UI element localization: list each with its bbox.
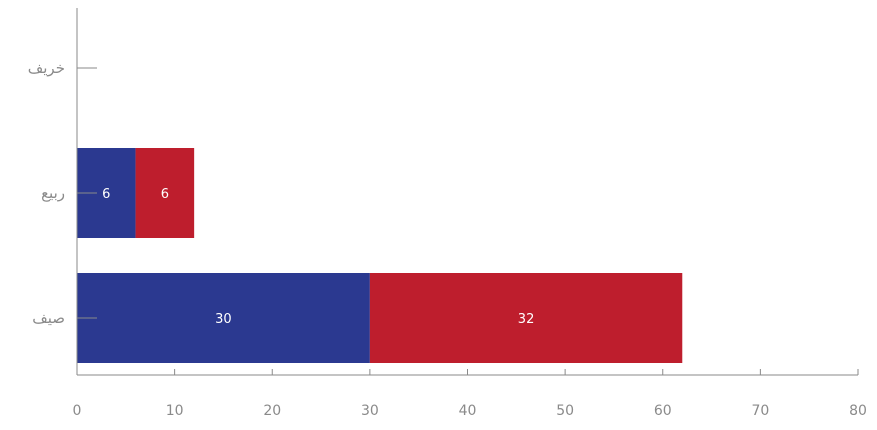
bar-value-label: 32 (518, 312, 535, 327)
category-label: خريف (28, 59, 65, 77)
bars-layer (77, 148, 683, 363)
bar-value-label: 30 (215, 312, 232, 327)
x-tick-label: 40 (459, 403, 477, 419)
bar-segment (135, 148, 195, 238)
bar-segment (77, 273, 370, 363)
x-axis-ticks: 0 10 20 30 40 50 60 70 80 (73, 369, 867, 419)
x-tick-label: 10 (166, 403, 184, 419)
x-tick-label: 60 (654, 403, 672, 419)
bar-segment (369, 273, 683, 363)
x-tick-label: 0 (73, 403, 82, 419)
data-labels-layer: 6 6 30 32 (102, 187, 534, 327)
y-axis-ticks: خريف ربيع صيف (28, 59, 97, 327)
bar-value-label: 6 (102, 187, 110, 202)
x-tick-label: 80 (849, 403, 867, 419)
x-tick-label: 20 (263, 403, 281, 419)
x-tick-label: 30 (361, 403, 379, 419)
x-tick-label: 70 (751, 403, 769, 419)
category-label: صيف (32, 309, 65, 327)
x-tick-label: 50 (556, 403, 574, 419)
category-label: ربيع (41, 184, 65, 202)
bar-value-label: 6 (161, 187, 169, 202)
